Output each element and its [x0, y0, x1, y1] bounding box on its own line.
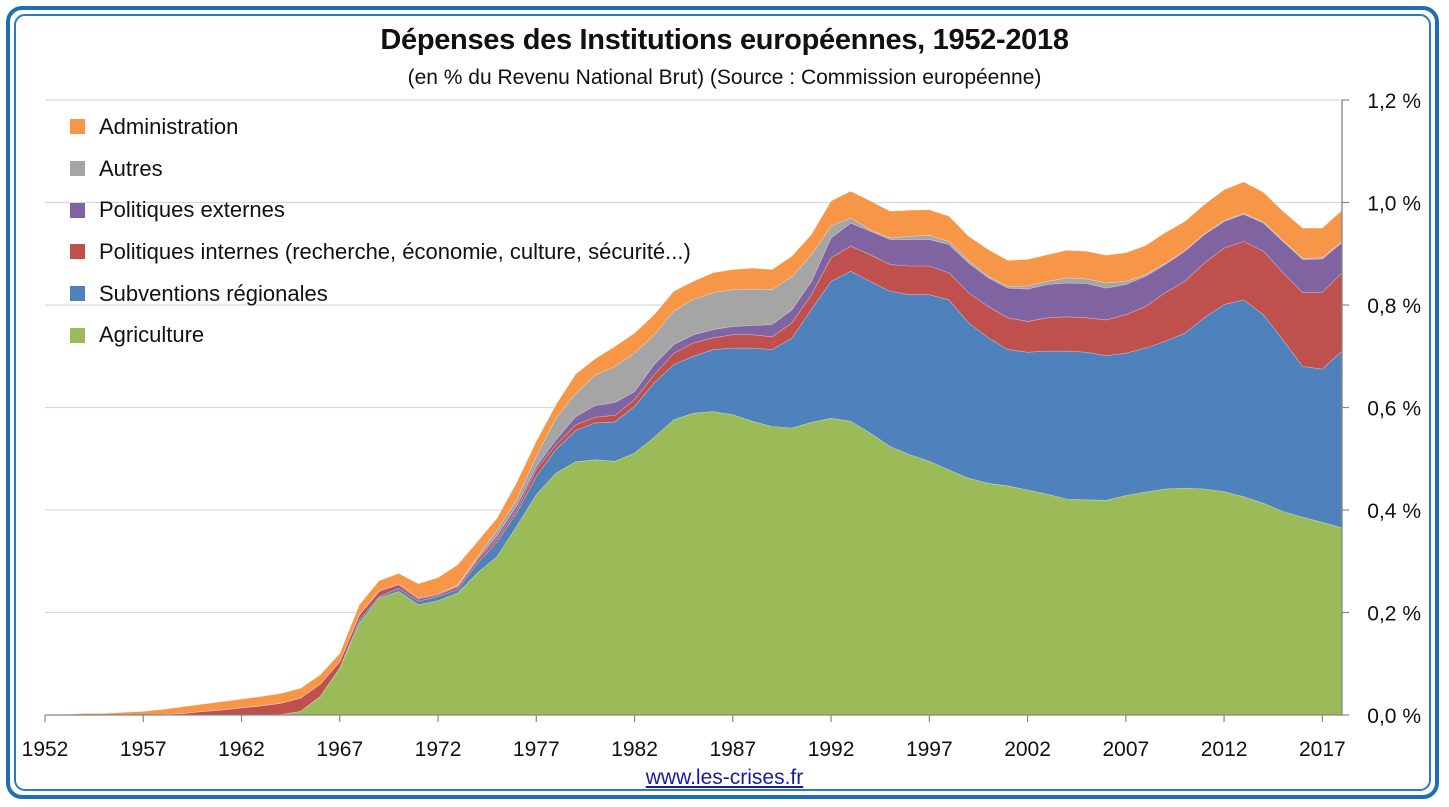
- chart-subtitle: (en % du Revenu National Brut) (Source :…: [407, 66, 1042, 89]
- x-tick-label: 1957: [120, 738, 167, 761]
- legend-item-administration: Administration: [70, 106, 691, 148]
- y-tick-label: 0,6 %: [1367, 398, 1421, 421]
- outer-frame-border: [6, 6, 1439, 799]
- x-tick-label: 1972: [415, 738, 462, 761]
- y-tick-label: 0,8 %: [1367, 295, 1421, 318]
- legend-swatch: [70, 119, 85, 135]
- legend-swatch: [70, 202, 85, 218]
- y-tick-label: 0,2 %: [1367, 603, 1421, 626]
- legend-item-agriculture: Agriculture: [70, 314, 691, 356]
- x-tick-label: 1992: [808, 738, 855, 761]
- chart-title: Dépenses des Institutions européennes, 1…: [380, 24, 1069, 56]
- x-tick-label: 1962: [218, 738, 265, 761]
- x-tick-label: 2017: [1299, 738, 1346, 761]
- legend: Administration Autres Politiques externe…: [70, 106, 691, 356]
- legend-label: Autres: [99, 155, 163, 181]
- legend-swatch: [70, 286, 85, 302]
- footer: www.les-crises.fr: [0, 766, 1449, 790]
- x-tick-label: 1967: [316, 738, 363, 761]
- y-tick-label: 0,4 %: [1367, 500, 1421, 523]
- legend-label: Politiques externes: [99, 197, 285, 223]
- legend-swatch: [70, 161, 85, 177]
- x-tick-label: 2007: [1102, 738, 1149, 761]
- x-axis-ticks: 1952 1957 1962 1967 1972 1977 1982 1987 1992 1997…: [22, 715, 1346, 761]
- x-tick-label: 1997: [906, 738, 953, 761]
- x-tick-label: 1977: [513, 738, 560, 761]
- legend-item-autres: Autres: [70, 148, 691, 190]
- inner-frame-border: [14, 14, 1431, 791]
- y-tick-label: 1,0 %: [1367, 193, 1421, 216]
- legend-label: Agriculture: [99, 322, 205, 348]
- legend-item-politiques-internes: Politiques internes (recherche, économie…: [70, 231, 691, 273]
- legend-item-politiques-externes: Politiques externes: [70, 189, 691, 231]
- y-axis-ticks: 0,0 % 0,2 % 0,4 % 0,6 % 0,8 % 1,0 % 1,2 %: [1342, 90, 1421, 728]
- x-tick-label: 2002: [1004, 738, 1051, 761]
- legend-item-subventions-regionales: Subventions régionales: [70, 273, 691, 315]
- x-tick-label: 1952: [22, 738, 69, 761]
- legend-label: Politiques internes (recherche, économie…: [99, 238, 691, 264]
- legend-label: Administration: [99, 113, 239, 139]
- legend-swatch: [70, 327, 85, 343]
- y-tick-label: 0,0 %: [1367, 705, 1421, 728]
- legend-label: Subventions régionales: [99, 280, 328, 306]
- source-website-link[interactable]: www.les-crises.fr: [645, 766, 804, 789]
- x-tick-label: 1982: [611, 738, 658, 761]
- y-tick-label: 1,2 %: [1367, 90, 1421, 113]
- x-tick-label: 2012: [1201, 738, 1248, 761]
- x-tick-label: 1987: [709, 738, 756, 761]
- legend-swatch: [70, 244, 85, 260]
